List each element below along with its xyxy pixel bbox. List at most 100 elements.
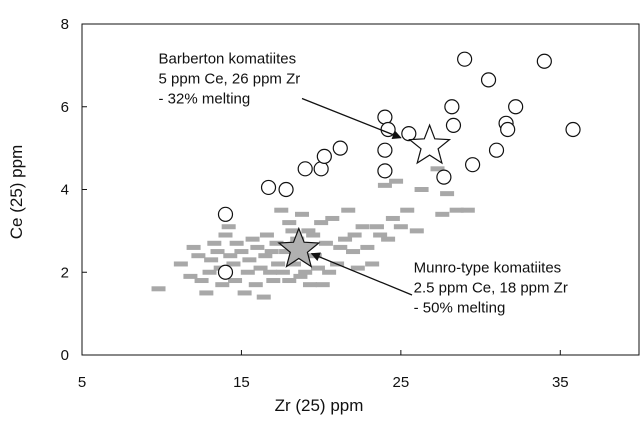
data-point-dash <box>347 232 362 238</box>
annotation-text: - 50% melting <box>414 299 506 316</box>
data-point-circle <box>278 181 294 198</box>
data-point-dash <box>377 182 392 188</box>
data-point-dash <box>322 269 337 275</box>
data-point-dash <box>266 278 281 284</box>
data-point-dash <box>414 187 429 192</box>
data-point-dash <box>240 269 255 275</box>
data-point-dash <box>373 232 388 238</box>
data-point-dash <box>274 207 289 213</box>
data-point-circle <box>377 163 393 179</box>
data-point-dash <box>221 224 236 230</box>
data-point-dash <box>298 269 313 275</box>
data-point-circle <box>260 179 277 196</box>
annotation-text: Barberton komatiites <box>159 50 297 67</box>
data-point-star <box>408 123 452 165</box>
data-point-dash <box>258 253 273 259</box>
data-point-circle <box>401 126 417 142</box>
data-point-dash <box>338 236 353 242</box>
y-axis-title: Ce (25) ppm <box>7 145 26 239</box>
data-point-dash <box>285 228 300 234</box>
data-point-dash <box>449 207 464 213</box>
data-point-dash <box>223 253 238 259</box>
data-point-dash <box>365 261 380 267</box>
data-point-dash <box>302 282 317 288</box>
annotation-arrow <box>301 97 402 139</box>
data-point-dash <box>282 220 297 226</box>
data-point-dash <box>226 261 241 267</box>
data-point-dash <box>341 207 356 213</box>
y-axis-ticks: 0 2 4 6 8 <box>61 16 87 364</box>
data-point-dash <box>460 207 475 213</box>
data-point-star <box>277 226 321 268</box>
data-point-circle <box>480 72 497 88</box>
data-point-dash <box>151 286 166 292</box>
data-point-dash <box>315 282 330 288</box>
data-point-dash <box>218 232 233 238</box>
data-point-dash <box>248 282 263 288</box>
data-point-circle <box>217 264 234 280</box>
data-point-dash <box>199 290 214 296</box>
data-point-dash <box>279 249 294 255</box>
y-tick-label: 0 <box>61 347 69 364</box>
y-tick-label: 4 <box>61 182 69 199</box>
data-point-dash <box>256 294 271 300</box>
data-point-dash <box>202 269 217 275</box>
data-point-circle <box>536 53 552 69</box>
data-point-circle <box>500 121 516 138</box>
data-point-dash <box>409 228 424 234</box>
data-point-dash <box>435 211 450 217</box>
data-point-circle <box>445 117 462 133</box>
data-point-dash <box>242 257 257 263</box>
data-point-circle <box>488 142 505 158</box>
data-point-circle <box>444 99 460 115</box>
data-point-circle <box>377 142 393 158</box>
data-point-circle <box>332 140 348 156</box>
data-point-dash <box>293 273 308 279</box>
data-point-dash <box>301 228 316 234</box>
data-point-dash <box>440 191 455 197</box>
y-tick-label: 6 <box>61 99 69 116</box>
x-tick-label: 5 <box>78 374 86 391</box>
data-point-dash <box>400 207 415 213</box>
data-point-dash <box>287 261 302 267</box>
data-point-dash <box>215 282 230 288</box>
data-point-dash <box>333 244 348 250</box>
data-point-dash <box>346 249 361 255</box>
data-point-circle <box>436 169 452 185</box>
data-point-circle <box>377 109 393 125</box>
data-point-dash <box>229 240 244 246</box>
data-point-dash <box>393 224 408 230</box>
data-point-dash <box>295 211 310 217</box>
data-point-dash <box>360 244 375 250</box>
data-point-dash <box>207 240 222 246</box>
data-point-dash <box>318 240 333 246</box>
data-point-dash <box>306 232 321 238</box>
x-axis-ticks: 5 15 25 35 <box>78 350 569 391</box>
data-point-circle <box>508 99 524 115</box>
data-point-dash <box>237 290 252 296</box>
data-point-dash <box>271 261 286 267</box>
annotation-text: Munro-type komatiites <box>414 259 562 276</box>
data-point-dash <box>350 265 365 271</box>
data-point-dash <box>389 178 404 184</box>
data-point-dash <box>275 269 290 275</box>
x-tick-label: 15 <box>233 374 250 391</box>
data-point-dash <box>381 236 396 242</box>
annotation-text: 5 ppm Ce, 26 ppm Zr <box>159 70 301 87</box>
x-tick-label: 25 <box>393 374 410 391</box>
data-point-dash <box>259 232 274 238</box>
data-point-dash <box>369 224 384 230</box>
annotation-text: - 32% melting <box>159 90 251 107</box>
x-axis-title: Zr (25) ppm <box>275 396 364 415</box>
data-point-dash <box>250 244 265 250</box>
data-point-dash <box>269 240 284 246</box>
data-point-dash <box>310 265 325 271</box>
data-point-dash <box>210 249 225 255</box>
data-point-dash <box>430 166 445 172</box>
data-point-dash <box>245 236 260 242</box>
data-point-circle <box>297 161 313 177</box>
data-point-dash <box>186 244 201 250</box>
y-tick-label: 8 <box>61 16 69 33</box>
data-point-dash <box>183 273 198 279</box>
data-point-dash <box>204 257 219 263</box>
